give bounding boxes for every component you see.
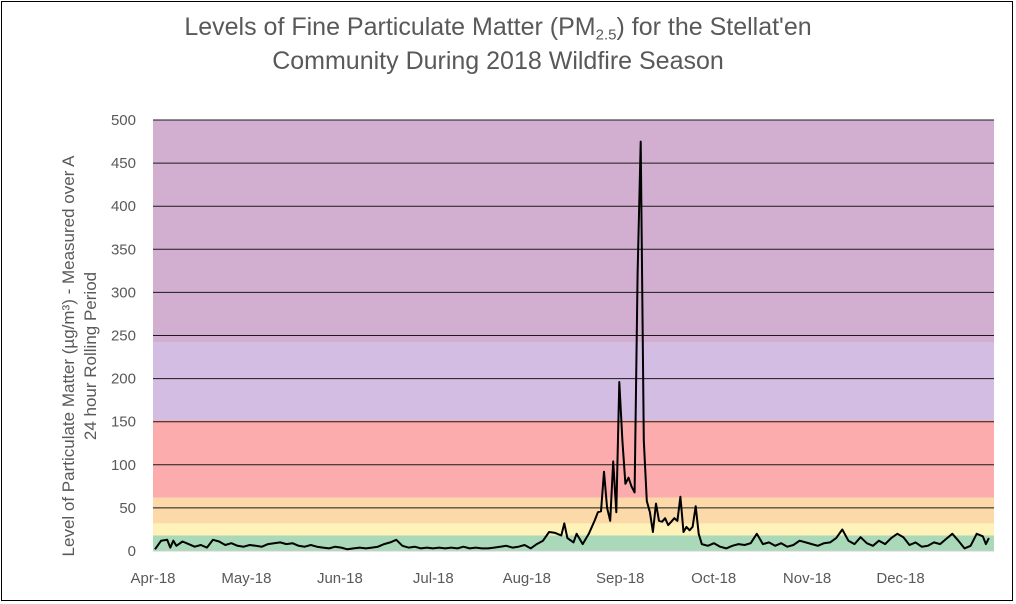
x-tick-oct-18: Oct-18 — [691, 570, 736, 587]
pm-band-3 — [153, 419, 994, 498]
pm-band-1 — [153, 523, 994, 536]
y-tick-400: 400 — [111, 198, 136, 215]
y-tick-250: 250 — [111, 328, 136, 345]
title-line-2: Community During 2018 Wildfire Season — [272, 47, 724, 75]
x-tick-jul-18: Jul-18 — [413, 570, 454, 587]
title-text-start: Levels of Fine Particulate Matter (PM — [184, 13, 596, 41]
x-tick-nov-18: Nov-18 — [783, 570, 831, 587]
pm-band-2 — [153, 497, 994, 524]
y-tick-50: 50 — [119, 500, 136, 517]
y-tick-0: 0 — [128, 543, 136, 560]
y-tick-200: 200 — [111, 371, 136, 388]
x-tick-sep-18: Sep-18 — [596, 570, 644, 587]
pm-band-4 — [153, 342, 994, 420]
y-tick-350: 350 — [111, 241, 136, 258]
y-tick-450: 450 — [111, 155, 136, 172]
y-tick-100: 100 — [111, 457, 136, 474]
y-tick-labels: 0 50 100 150 200 250 300 350 400 450 500 — [111, 112, 136, 560]
y-axis-label-line-2: 24 hour Rolling Period — [81, 272, 100, 440]
title-subscript: 2.5 — [595, 26, 617, 44]
pm-band-layer — [153, 120, 994, 551]
pm-band-5 — [153, 120, 994, 343]
x-tick-jun-18: Jun-18 — [317, 570, 363, 587]
x-tick-aug-18: Aug-18 — [503, 570, 551, 587]
gridline-layer — [153, 119, 994, 552]
x-tick-may-18: May-18 — [221, 570, 271, 587]
y-tick-300: 300 — [111, 284, 136, 301]
x-tick-dec-18: Dec-18 — [876, 570, 924, 587]
x-tick-apr-18: Apr-18 — [130, 570, 175, 587]
title-text-end: ) for the Stellat'en — [616, 13, 812, 41]
series-line-0 — [154, 140, 990, 551]
y-tick-500: 500 — [111, 112, 136, 129]
y-tick-150: 150 — [111, 414, 136, 431]
chart-title: Levels of Fine Particulate Matter (PM2.5… — [2, 10, 994, 78]
series-layer — [154, 140, 990, 551]
y-axis-label-line-1: Level of Particulate Matter (µg/m³) - Me… — [59, 155, 78, 557]
x-tick-labels: Apr-18 May-18 Jun-18 Jul-18 Aug-18 Sep-18 Oct-… — [130, 570, 924, 587]
